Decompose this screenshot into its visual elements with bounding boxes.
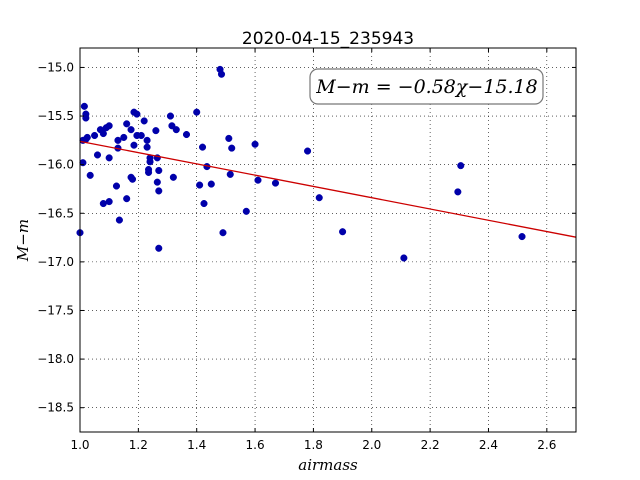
data-point: [140, 117, 148, 125]
data-point: [120, 133, 128, 141]
data-marks: [76, 65, 577, 262]
data-point: [143, 136, 151, 144]
x-tick-label: 2.4: [479, 438, 498, 452]
data-point: [217, 70, 226, 78]
data-point: [82, 114, 90, 122]
data-point: [166, 112, 174, 120]
data-point: [193, 108, 201, 116]
data-point: [172, 126, 180, 134]
x-tick-label: 1.6: [246, 438, 265, 452]
data-point: [130, 141, 138, 149]
data-point: [133, 110, 141, 118]
data-point: [145, 168, 153, 176]
data-point: [518, 233, 526, 241]
x-axis-label: airmass: [298, 456, 358, 474]
y-tick-label: −16.0: [37, 158, 74, 172]
data-point: [115, 216, 123, 224]
data-point: [182, 130, 191, 139]
data-point: [254, 176, 262, 184]
data-point: [315, 194, 323, 202]
data-point: [91, 131, 99, 140]
fit-line: [79, 140, 577, 238]
data-point: [454, 188, 462, 196]
data-point: [155, 244, 163, 252]
y-tick-label: −15.5: [37, 109, 74, 123]
y-tick-label: −17.5: [37, 303, 74, 317]
data-point: [83, 133, 91, 141]
y-tick-label: −16.5: [37, 206, 74, 220]
y-tick-label: −17.0: [37, 255, 74, 269]
data-point: [339, 228, 347, 236]
equation-annotation: M−m = −0.58χ−15.18: [309, 68, 544, 105]
x-tick-label: 2.0: [362, 438, 381, 452]
y-tick-label: −15.0: [37, 60, 74, 74]
data-point: [457, 162, 465, 170]
data-point: [251, 140, 259, 148]
data-point: [143, 143, 151, 151]
x-tick-label: 2.2: [421, 438, 440, 452]
data-point: [112, 182, 121, 190]
grid-lines: [79, 48, 576, 432]
data-point: [225, 134, 233, 142]
data-point: [128, 175, 137, 183]
data-point: [99, 129, 107, 138]
data-point: [242, 207, 250, 215]
data-point: [153, 178, 161, 186]
data-point: [105, 154, 113, 162]
data-point: [105, 122, 113, 130]
chart-title: 2020-04-15_235943: [242, 29, 414, 49]
data-point: [152, 127, 160, 135]
data-point: [105, 198, 113, 206]
y-tick-label: −18.0: [37, 352, 74, 366]
axis-ticks: 1.0 1.2 1.4 1.6 1.8 2.0 2.2 2.4 2.6 −15.0 −15.5 −16…: [37, 48, 576, 452]
data-point: [304, 147, 312, 155]
annotation-text: M−m = −0.58χ−15.18: [315, 76, 537, 98]
data-point: [400, 254, 408, 262]
plot-frame: [79, 47, 577, 433]
data-point: [228, 144, 236, 152]
data-point: [123, 195, 131, 203]
x-tick-label: 1.4: [187, 438, 206, 452]
x-tick-label: 1.8: [304, 438, 323, 452]
data-point: [196, 181, 204, 189]
data-point: [114, 136, 122, 144]
data-point: [93, 151, 102, 159]
y-axis-label: M−m: [14, 219, 32, 262]
data-point: [127, 126, 135, 134]
x-tick-label: 2.6: [537, 438, 556, 452]
annotation-box: [309, 68, 544, 105]
data-point: [198, 143, 207, 151]
data-point: [155, 166, 163, 175]
data-point: [200, 199, 208, 208]
y-tick-label: −18.5: [37, 401, 74, 415]
data-point: [271, 179, 280, 187]
data-point: [207, 180, 215, 188]
data-point: [155, 187, 163, 195]
data-point: [123, 120, 131, 128]
data-point: [169, 173, 177, 181]
data-point: [219, 229, 227, 237]
data-point: [80, 102, 88, 110]
data-point: [226, 170, 234, 178]
x-tick-label: 1.0: [70, 438, 89, 452]
data-point: [137, 131, 145, 140]
x-tick-label: 1.2: [129, 438, 148, 452]
data-point: [86, 171, 94, 179]
